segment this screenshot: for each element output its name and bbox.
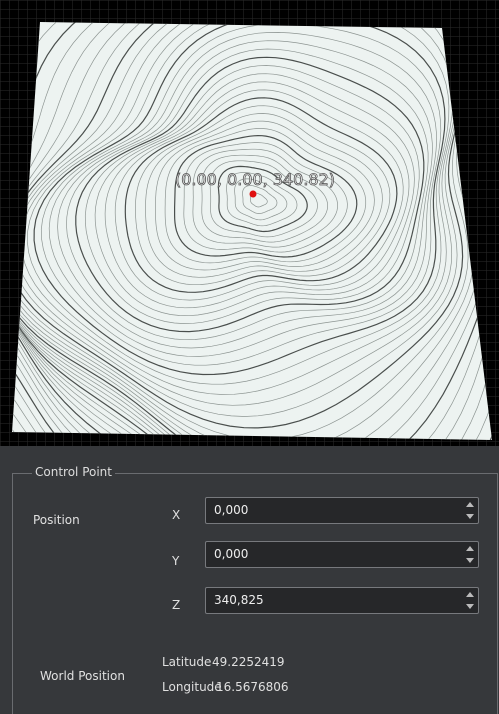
contour — [15, 22, 457, 406]
contour — [164, 128, 367, 264]
axis-label: Y — [172, 554, 180, 568]
properties-panel — [0, 446, 499, 713]
axis-label: X — [172, 508, 181, 522]
group-title: Control Point — [32, 465, 115, 479]
contour — [104, 81, 410, 309]
field-value: 0,000 — [214, 547, 249, 561]
spin-box[interactable]: 0,000 — [205, 497, 479, 524]
contour — [249, 192, 268, 208]
position-label: Position — [33, 513, 80, 527]
contour — [12, 22, 487, 440]
contour-lines — [12, 22, 492, 440]
spin-arrows[interactable] — [466, 592, 474, 609]
longitude-value: 16.5676806 — [216, 680, 289, 694]
contour — [226, 172, 298, 227]
contour — [135, 105, 391, 286]
contour — [124, 97, 398, 293]
axis-label: Z — [172, 598, 181, 612]
point-label: (0.00, 0.00, 340.82) — [175, 170, 335, 189]
contour — [94, 73, 415, 317]
contour — [174, 134, 358, 258]
viewport: (0.00, 0.00, 340.82) — [0, 0, 499, 446]
longitude-label: Longitude — [162, 680, 222, 694]
contour — [75, 56, 425, 333]
contour — [12, 22, 492, 440]
contour — [33, 22, 446, 376]
terrain-surface — [12, 22, 492, 440]
field-value: 0,000 — [214, 503, 249, 517]
latitude-label: Latitude — [162, 655, 212, 669]
contour — [217, 165, 308, 233]
contour — [48, 32, 437, 357]
contour — [20, 22, 454, 395]
field-value: 340,825 — [214, 593, 264, 607]
contour — [192, 148, 338, 248]
contour — [57, 40, 433, 349]
contour — [155, 120, 375, 271]
contour — [145, 113, 383, 278]
contour — [84, 65, 420, 324]
contour — [234, 178, 288, 221]
contour — [201, 154, 328, 243]
spin-arrows[interactable] — [466, 546, 474, 563]
contour — [114, 89, 404, 301]
contour — [26, 22, 450, 385]
contour — [209, 160, 318, 238]
control-point-marker[interactable] — [249, 190, 257, 198]
group-box — [12, 473, 498, 714]
contour — [242, 185, 278, 214]
world-position-label: World Position — [40, 669, 125, 683]
spin-box[interactable]: 340,825 — [205, 587, 479, 614]
contour — [66, 48, 429, 341]
spin-arrows[interactable] — [466, 502, 474, 519]
latitude-value: 49.2252419 — [212, 655, 285, 669]
contour — [40, 23, 442, 366]
spin-box[interactable]: 0,000 — [205, 541, 479, 568]
contour — [183, 142, 348, 253]
